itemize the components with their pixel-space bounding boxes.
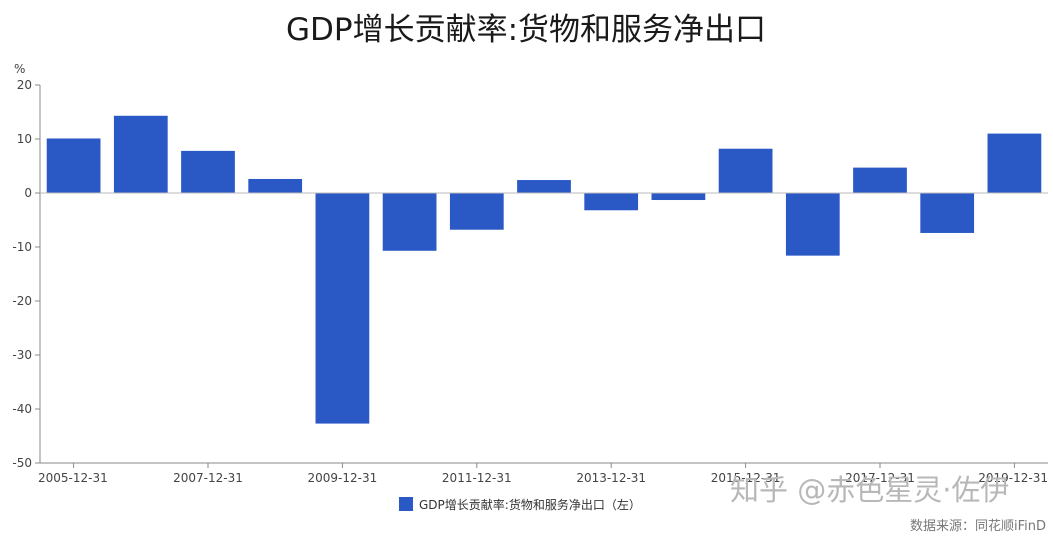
y-axis: 20 10 0 -10 -20 -30 -40 -50: [12, 78, 40, 470]
y-tick-label: 20: [17, 78, 32, 92]
bar: [584, 193, 638, 210]
bar: [719, 149, 773, 193]
bars: [47, 116, 1042, 424]
y-unit-label: %: [14, 62, 25, 76]
bar: [450, 193, 504, 230]
legend-label: GDP增长贡献率:货物和服务净出口（左）: [419, 497, 641, 512]
bar: [114, 116, 168, 193]
data-source: 数据来源：同花顺iFinD: [910, 518, 1046, 534]
x-tick-label: 2005-12-31: [38, 471, 108, 485]
y-tick-label: -20: [12, 294, 32, 308]
y-tick-label: -10: [12, 240, 32, 254]
bar: [47, 138, 101, 193]
bar: [181, 151, 235, 193]
x-axis: 2005-12-31 2007-12-31 2009-12-31 2011-12-31…: [38, 193, 1048, 485]
bar: [988, 134, 1042, 193]
bar: [517, 180, 571, 193]
legend: GDP增长贡献率:货物和服务净出口（左）: [399, 497, 641, 512]
y-tick-label: 10: [17, 132, 32, 146]
bar: [920, 193, 974, 233]
y-tick-label: 0: [24, 186, 32, 200]
chart-title: GDP增长贡献率:货物和服务净出口: [286, 12, 766, 48]
bar: [786, 193, 840, 256]
y-tick-label: -40: [12, 402, 32, 416]
x-tick-label: 2013-12-31: [576, 471, 646, 485]
y-tick-label: -50: [12, 456, 32, 470]
bar: [248, 179, 302, 193]
bar: [853, 168, 907, 193]
watermark: 知乎 @赤色星灵·佐伊: [730, 473, 1009, 507]
bar: [316, 193, 370, 424]
x-tick-label: 2009-12-31: [308, 471, 378, 485]
x-tick-label: 2011-12-31: [442, 471, 512, 485]
y-tick-label: -30: [12, 348, 32, 362]
bar: [383, 193, 437, 251]
bar: [652, 193, 706, 200]
legend-swatch: [399, 497, 413, 511]
x-tick-label: 2007-12-31: [173, 471, 243, 485]
